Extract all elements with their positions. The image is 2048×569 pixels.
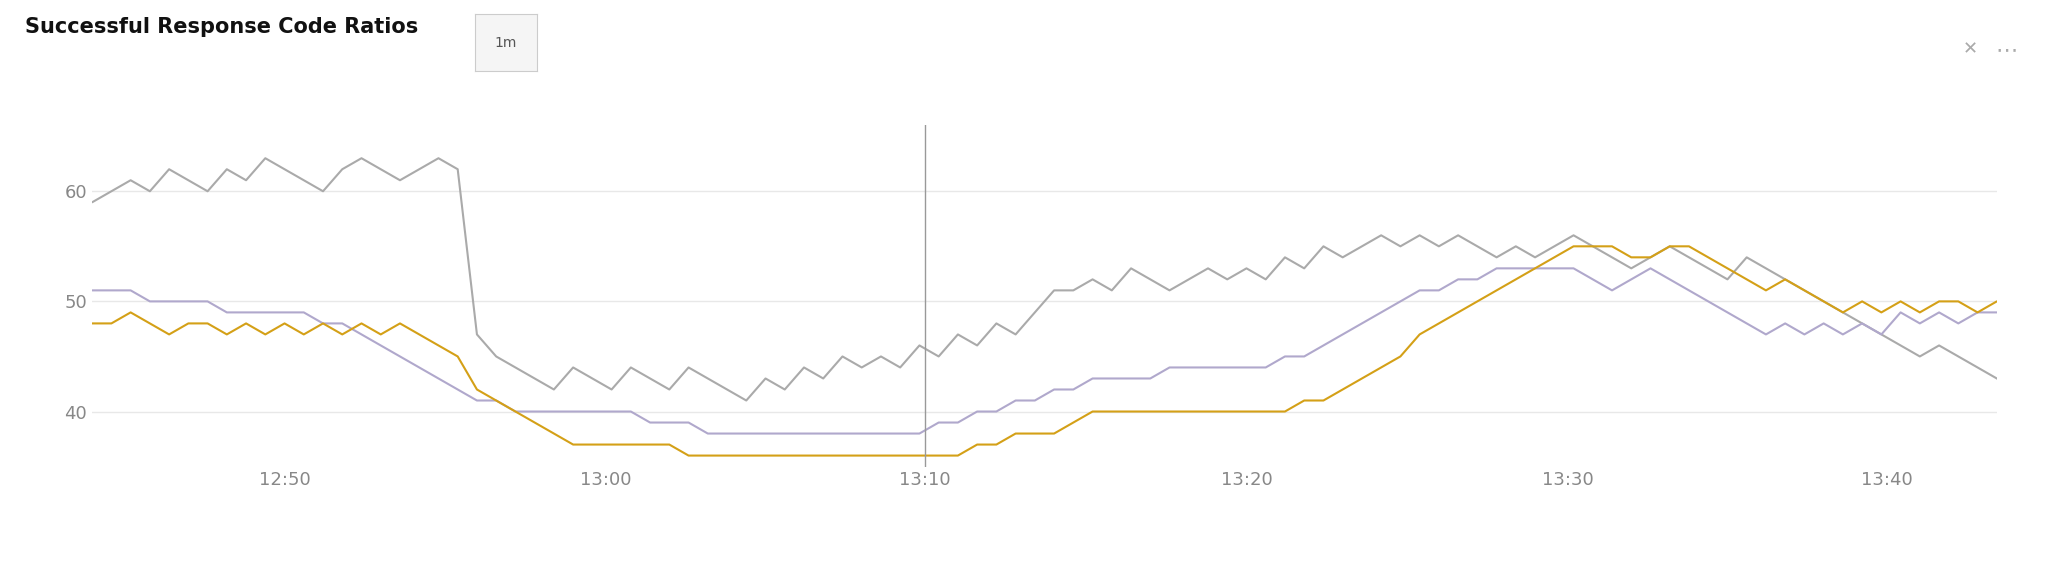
Text: ✕: ✕	[1962, 40, 1978, 58]
Text: Successful Response Code Ratios: Successful Response Code Ratios	[25, 17, 418, 37]
Text: ⋯: ⋯	[1997, 40, 2017, 60]
Text: 1m: 1m	[496, 36, 516, 50]
